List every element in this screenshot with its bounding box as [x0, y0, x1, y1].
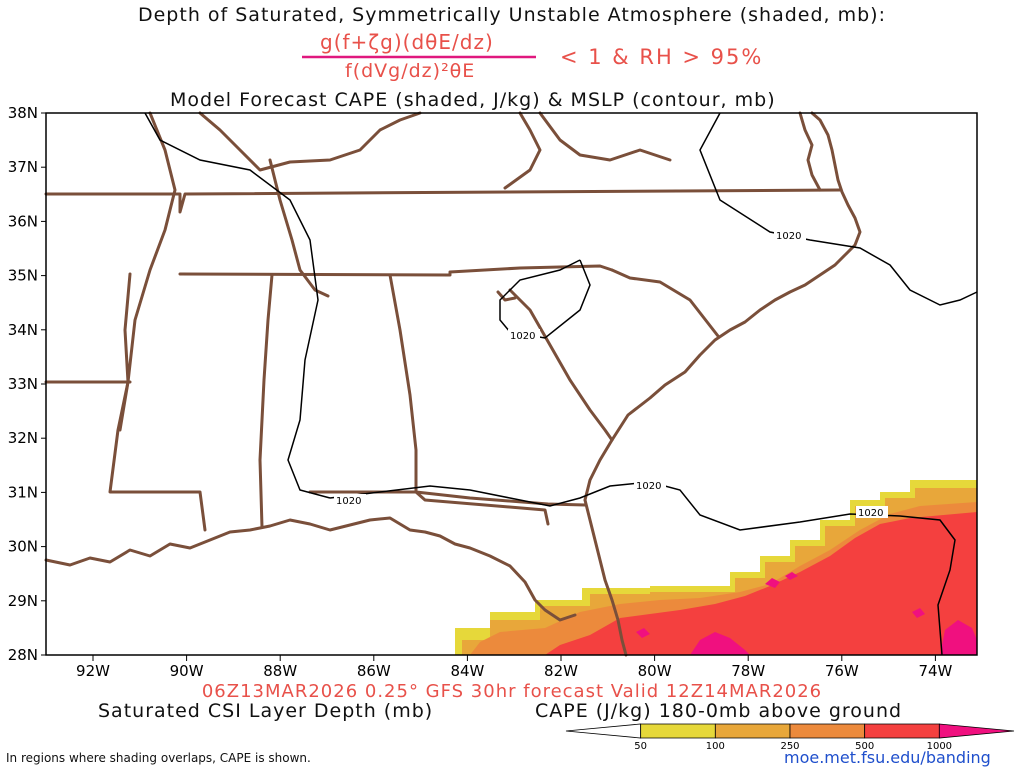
lat-label: 34N: [8, 321, 38, 339]
isobars: [144, 112, 978, 656]
lat-label: 30N: [8, 538, 38, 556]
border-va-wv: [503, 111, 542, 190]
border-ga-sc: [508, 288, 614, 442]
colorbar-swatch: [864, 723, 940, 739]
lon-label: 92W: [76, 662, 110, 680]
lat-label: 28N: [8, 646, 38, 664]
isobar-label: 1020: [776, 231, 801, 242]
isobar-label: 1020: [510, 331, 535, 342]
border-ms-la: [108, 272, 207, 532]
cape-colorbar: 50 100 250 500 1000: [565, 723, 1015, 752]
coastline-chesapeake: [798, 111, 822, 192]
isobar-labels: 1020 1020 1020 1020 1020: [334, 229, 888, 519]
border-ky-north: [198, 111, 422, 172]
colorbar-label: 1000: [927, 741, 952, 752]
cape-shading: [455, 480, 977, 655]
cape-1000-region-3: [765, 578, 780, 588]
lon-label: 84W: [450, 662, 484, 680]
run-info: 06Z13MAR2026 0.25° GFS 30hr forecast Val…: [201, 681, 823, 702]
lat-label: 37N: [8, 158, 38, 176]
lat-label: 35N: [8, 267, 38, 285]
lat-label: 36N: [8, 212, 38, 230]
lat-label: 32N: [8, 429, 38, 447]
csi-legend-label: Saturated CSI Layer Depth (mb): [98, 700, 434, 722]
border-ky-va: [538, 111, 672, 162]
lat-label: 38N: [8, 104, 38, 122]
lon-label: 88W: [263, 662, 297, 680]
formula-denominator: f(dVg/dz)²θE: [345, 60, 476, 82]
colorbar-label: 500: [855, 741, 874, 752]
cape-1000-region-6: [636, 628, 650, 638]
political-borders: [44, 111, 862, 657]
isobar-1020-carolina: [499, 259, 591, 339]
colorbar-label: 100: [706, 741, 725, 752]
border-lake: [496, 290, 517, 302]
isobar-1020-appalachian: [144, 112, 331, 499]
cape-1000-region-4: [785, 572, 798, 580]
lon-label: 90W: [170, 662, 204, 680]
isobar-1020-northeast: [699, 112, 978, 306]
cape-1000-region-1: [690, 632, 750, 655]
colorbar-label: 50: [634, 741, 647, 752]
lon-label: 78W: [731, 662, 765, 680]
lon-label: 74W: [918, 662, 952, 680]
chart-title: Depth of Saturated, Symmetrically Unstab…: [137, 4, 886, 26]
overlap-note: In regions where shading overlaps, CAPE …: [6, 751, 311, 765]
lon-label: 86W: [357, 662, 391, 680]
colorbar-swatch: [789, 723, 866, 739]
lat-label: 33N: [8, 375, 38, 393]
border-tn-south: [178, 264, 614, 277]
isobar-label: 1020: [336, 496, 361, 507]
coastline-florida-east: [583, 498, 628, 657]
river-mississippi: [118, 111, 177, 432]
border-fl-ga: [414, 490, 587, 507]
formula-numerator: g(f+ζg)(dθE/dz): [320, 30, 494, 54]
lat-label: 29N: [8, 592, 38, 610]
cape-500-region: [545, 512, 977, 655]
coastline-atlantic: [583, 111, 862, 502]
isobar-label: 1020: [636, 481, 661, 492]
map-axes: 38N 37N 36N 35N 34N 33N 32N 31N 30N 29N 28N 92W 90W 8…: [8, 104, 953, 680]
cape-legend-label: CAPE (J/kg) 180-0mb above ground: [535, 700, 903, 722]
source-url[interactable]: moe.met.fsu.edu/banding: [784, 748, 991, 767]
formula-condition: < 1 & RH > 95%: [560, 45, 764, 69]
cape-1000-region-2: [940, 620, 977, 655]
colorbar-swatch: [938, 723, 1015, 739]
coastline-gulf: [44, 516, 577, 622]
chart-subtitle: Model Forecast CAPE (shaded, J/kg) & MSL…: [170, 89, 776, 111]
isobar-label: 1020: [858, 508, 883, 519]
colorbar-swatch: [714, 723, 791, 739]
lon-label: 76W: [825, 662, 859, 680]
border-ga-al: [388, 273, 418, 494]
colorbar-swatch: [640, 723, 716, 739]
lon-label: 80W: [638, 662, 672, 680]
colorbar-swatch: [565, 723, 642, 739]
border-nc-sc: [610, 268, 720, 338]
cape-1000-region-5: [912, 608, 925, 618]
border-tn-north: [44, 188, 842, 214]
lon-label: 82W: [544, 662, 578, 680]
isobar-1020-georgia: [329, 481, 956, 656]
colorbar-label: 250: [780, 741, 799, 752]
lat-label: 31N: [8, 483, 38, 501]
border-al-ms: [258, 273, 274, 529]
